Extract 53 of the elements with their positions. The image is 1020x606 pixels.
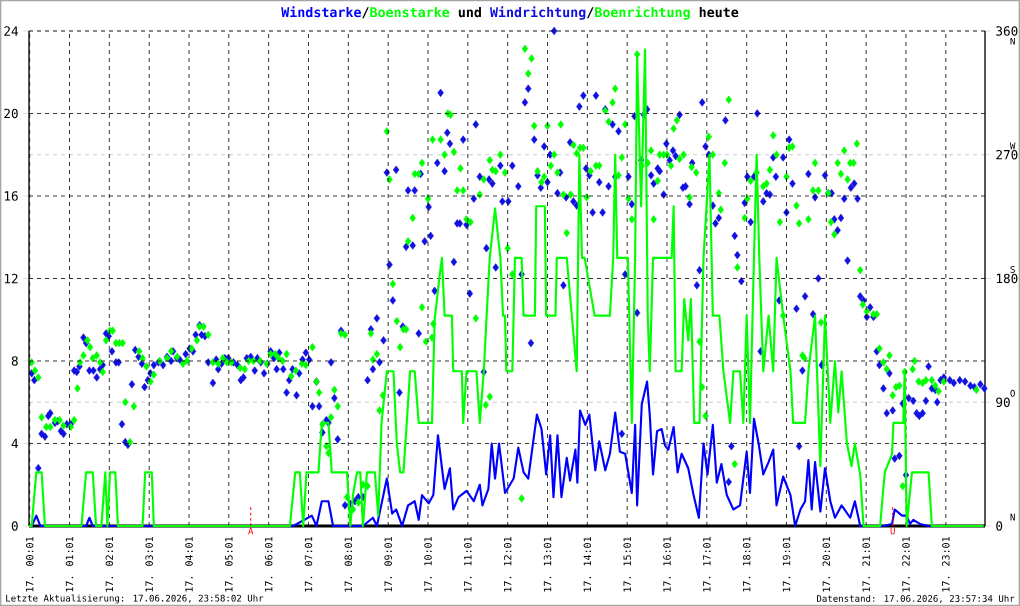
x-tick-label: 17. 14:01 — [583, 537, 592, 592]
text: N — [1010, 513, 1015, 521]
x-tick-label: 17. 00:01 — [25, 537, 34, 592]
text: Letzte Aktualisierung: 17.06.2026, 23:58:02 Uhr — [6, 594, 264, 604]
x-tick-label: 17. 16:01 — [663, 537, 671, 592]
text: Boenstarke — [370, 6, 450, 18]
y2-tick-label: 270 — [996, 149, 1018, 160]
x-tick-label: 17. 13:01 — [543, 537, 552, 592]
x-tick-label: 17. 19:01 — [782, 537, 791, 592]
x-tick-label: 17. 04:01 — [185, 537, 193, 592]
x-tick-label: 17. 22:01 — [902, 537, 910, 592]
y-tick-label: 24 — [4, 26, 19, 36]
y2-tick-label: 180 — [996, 273, 1018, 284]
text: N — [1010, 37, 1015, 45]
x-tick-label: 17. 18:01 — [742, 537, 751, 592]
text: / — [587, 7, 594, 19]
y2-tick-label: 0 — [996, 521, 1003, 531]
y-tick-label: 4 — [11, 438, 19, 449]
x-tick-label: 17. 06:01 — [264, 537, 273, 592]
x-tick-label: 17. 05:01 — [225, 537, 233, 592]
series-label: Windrichtung — [489, 6, 586, 20]
text: W — [1009, 142, 1016, 150]
x-tick-label: 17. 07:01 — [304, 537, 313, 592]
y-tick-label: 20 — [4, 108, 18, 119]
y-tick-label: 16 — [4, 191, 18, 201]
annotation: U — [890, 527, 895, 535]
text: Boenrichtung — [595, 6, 690, 20]
x-tick-label: 17. 09:01 — [384, 537, 392, 592]
text: O — [1010, 389, 1015, 397]
x-tick-label: 17. 03:01 — [145, 537, 153, 592]
text: Datenstand: 17.06.2026, 23:57:34 Uhr — [817, 594, 1015, 604]
x-tick-label: 17. 12:01 — [503, 537, 512, 592]
text: S — [1010, 266, 1015, 273]
text: / — [362, 7, 369, 19]
x-tick-label: 17. 02:01 — [105, 537, 114, 592]
x-tick-label: 17. 15:01 — [623, 537, 631, 592]
x-tick-label: 17. 10:01 — [424, 537, 432, 592]
x-tick-label: 17. 21:01 — [862, 537, 870, 592]
x-tick-label: 17. 11:01 — [464, 537, 472, 592]
x-tick-label: 17. 17:01 — [703, 537, 711, 592]
y-tick-label: 8 — [11, 356, 18, 366]
y-tick-label: 0 — [11, 521, 18, 531]
text: heute — [699, 6, 739, 18]
annotation: A — [248, 527, 254, 535]
text: Windstarke — [281, 6, 361, 18]
text: und — [458, 6, 481, 18]
x-tick-label: 17. 23:01 — [942, 537, 950, 592]
x-tick-label: 17. 20:01 — [822, 537, 831, 592]
y2-tick-label: 90 — [996, 397, 1010, 408]
x-tick-label: 17. 01:01 — [65, 537, 74, 592]
y2-tick-label: 360 — [996, 26, 1018, 36]
x-tick-label: 17. 08:01 — [344, 537, 353, 592]
y-tick-label: 12 — [4, 273, 18, 284]
